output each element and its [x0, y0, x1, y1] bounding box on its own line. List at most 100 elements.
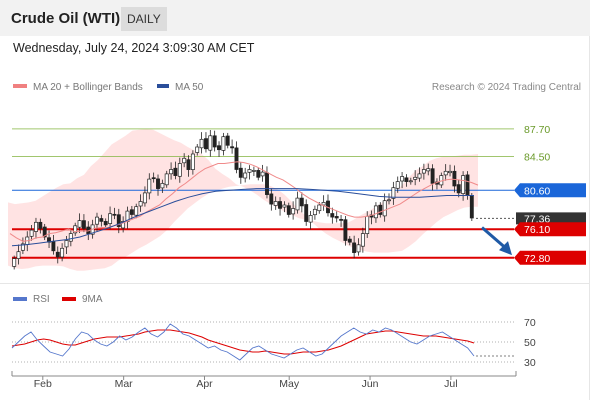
candle-up [221, 136, 226, 151]
candle-down [112, 213, 117, 216]
candle-down [234, 147, 239, 170]
candle-up [408, 180, 413, 183]
candle-down [99, 218, 104, 222]
candle-down [204, 138, 208, 150]
candle-down [116, 214, 121, 227]
candle-up [365, 215, 370, 234]
candle-down [347, 238, 352, 243]
candle-up [34, 221, 38, 232]
candle-up [121, 221, 126, 229]
candle-down [186, 159, 191, 170]
candle-up [260, 171, 265, 177]
candle-up [395, 181, 400, 189]
legend-ma50-label: MA 50 [175, 82, 204, 93]
candle-down [465, 174, 470, 195]
candle-up [20, 243, 25, 251]
price-label-bg-76.10 [514, 222, 586, 237]
candle-up [243, 172, 248, 179]
rsi-line [11, 323, 475, 361]
candle-up [169, 169, 174, 175]
candle-up [177, 163, 182, 177]
candle-up [16, 251, 21, 259]
x-axis-month-label: Feb [34, 378, 52, 390]
candle-down [217, 145, 221, 151]
legend-ma50-swatch [157, 84, 169, 88]
candle-down [278, 201, 282, 209]
candle-up [273, 201, 278, 206]
candle-up [138, 201, 143, 207]
x-axis-month-label: Jul [444, 378, 457, 390]
period-button[interactable]: DAILY [121, 7, 167, 31]
bollinger-band-area [8, 128, 478, 271]
candle-down [299, 197, 304, 207]
candle-down [404, 177, 409, 182]
candle-up [29, 229, 34, 237]
candle-down [173, 167, 178, 176]
candle-up [73, 225, 78, 234]
candle-down [330, 213, 335, 218]
candle-up [461, 175, 466, 194]
candle-down [38, 221, 43, 229]
legend-rsi-ma-label: 9MA [82, 294, 103, 305]
legend-bollinger-label: MA 20 + Bollinger Bands [33, 82, 143, 93]
forecast-arrow-head [499, 241, 512, 256]
candle-up [400, 176, 405, 182]
candle-down [51, 241, 56, 252]
candle-up [443, 170, 448, 176]
candle-up [190, 153, 195, 170]
candle-up [60, 247, 65, 258]
candle-down [452, 170, 457, 187]
candle-up [448, 170, 452, 174]
candle-down [42, 226, 47, 238]
x-axis-month-label: Apr [196, 378, 213, 390]
legend-bollinger-swatch [13, 84, 27, 88]
candle-down [334, 216, 339, 219]
price-label-80.60: 80.60 [524, 185, 550, 197]
candle-down [269, 193, 274, 205]
chart-header: Crude Oil (WTI) DAILY [0, 0, 590, 36]
candle-up [160, 183, 165, 189]
candle-down [103, 221, 108, 226]
candle-up [208, 135, 213, 151]
candle-down [265, 172, 269, 195]
candle-up [134, 206, 139, 216]
candle-down [55, 251, 60, 258]
chart-datetime: Wednesday, July 24, 2024 3:09:30 AM CET [13, 41, 255, 55]
candle-up [199, 138, 204, 149]
candle-up [312, 208, 317, 216]
candle-up [195, 146, 200, 153]
x-axis-month-label: May [279, 378, 300, 390]
candle-down [230, 146, 235, 149]
candle-down [151, 177, 156, 180]
price-label-84.50: 84.50 [524, 152, 550, 164]
candle-up [282, 204, 287, 208]
candle-down [456, 184, 461, 194]
candle-down [304, 204, 309, 222]
candle-down [339, 219, 344, 221]
candle-up [182, 157, 187, 164]
legend-rsi-ma-swatch [62, 297, 76, 301]
price-label-bg-72.80 [514, 250, 586, 265]
ma50-line [11, 188, 474, 247]
rsi-tick-label: 70 [524, 317, 536, 329]
candle-up [64, 240, 69, 248]
legend-rsi-label: RSI [33, 294, 50, 305]
candle-up [291, 208, 296, 215]
rsi-tick-label: 50 [524, 337, 536, 349]
candle-up [373, 205, 378, 219]
candle-up [77, 220, 82, 228]
candle-down [81, 220, 86, 229]
price-label-87.70: 87.70 [524, 124, 550, 136]
candle-up [391, 187, 396, 199]
candle-down [469, 195, 474, 219]
candle-up [356, 244, 361, 253]
candle-down [238, 167, 243, 178]
candle-up [247, 169, 252, 173]
candle-up [95, 216, 99, 225]
candle-down [129, 209, 134, 215]
candle-up [413, 176, 418, 180]
candle-up [251, 170, 256, 172]
candle-up [317, 204, 322, 212]
candle-up [164, 173, 169, 186]
